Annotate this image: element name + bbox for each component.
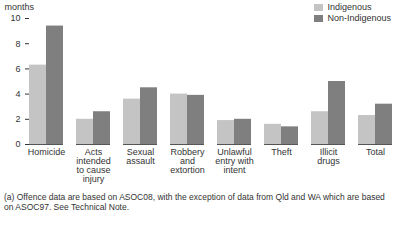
svg-text:2: 2: [15, 114, 20, 124]
svg-text:8: 8: [15, 39, 20, 49]
svg-text:Actsintendedto causeinjury: Actsintendedto causeinjury: [76, 147, 111, 184]
svg-text:6: 6: [15, 64, 20, 74]
svg-text:Unlawfulentry withintent: Unlawfulentry withintent: [215, 147, 254, 175]
html-text:Indigenous: Indigenous: [327, 2, 372, 12]
svg-text:10: 10: [10, 13, 20, 23]
svg-text:Robberyandextortion: Robberyandextortion: [170, 147, 205, 175]
svg-text:4: 4: [15, 89, 20, 99]
svg-text:Illicitdrugs: Illicitdrugs: [317, 147, 340, 166]
html-text:Non-Indigenous: Non-Indigenous: [327, 13, 391, 23]
svg-text:months: months: [5, 2, 35, 12]
svg-text:Total: Total: [366, 147, 385, 157]
html-text:(a) Offence data are based on: (a) Offence data are based on ASOC08, wi…: [4, 192, 385, 212]
svg-text:Theft: Theft: [271, 147, 292, 157]
svg-text:Homicide: Homicide: [28, 147, 66, 157]
svg-text:Sexualassault: Sexualassault: [126, 147, 155, 166]
svg-text:0: 0: [15, 139, 20, 149]
